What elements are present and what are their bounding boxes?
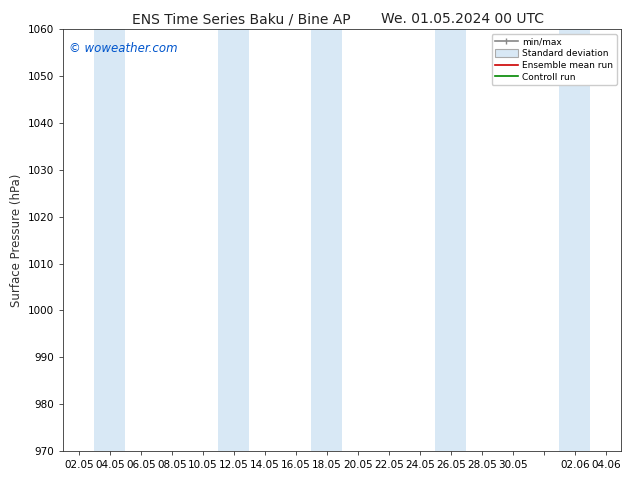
Text: We. 01.05.2024 00 UTC: We. 01.05.2024 00 UTC: [381, 12, 545, 26]
Y-axis label: Surface Pressure (hPa): Surface Pressure (hPa): [10, 173, 23, 307]
Text: © woweather.com: © woweather.com: [69, 42, 178, 55]
Bar: [311, 29, 342, 451]
Text: ENS Time Series Baku / Bine AP: ENS Time Series Baku / Bine AP: [132, 12, 350, 26]
Bar: [94, 29, 126, 451]
Bar: [559, 29, 590, 451]
Legend: min/max, Standard deviation, Ensemble mean run, Controll run: min/max, Standard deviation, Ensemble me…: [491, 34, 617, 85]
Bar: [436, 29, 467, 451]
Bar: [218, 29, 249, 451]
